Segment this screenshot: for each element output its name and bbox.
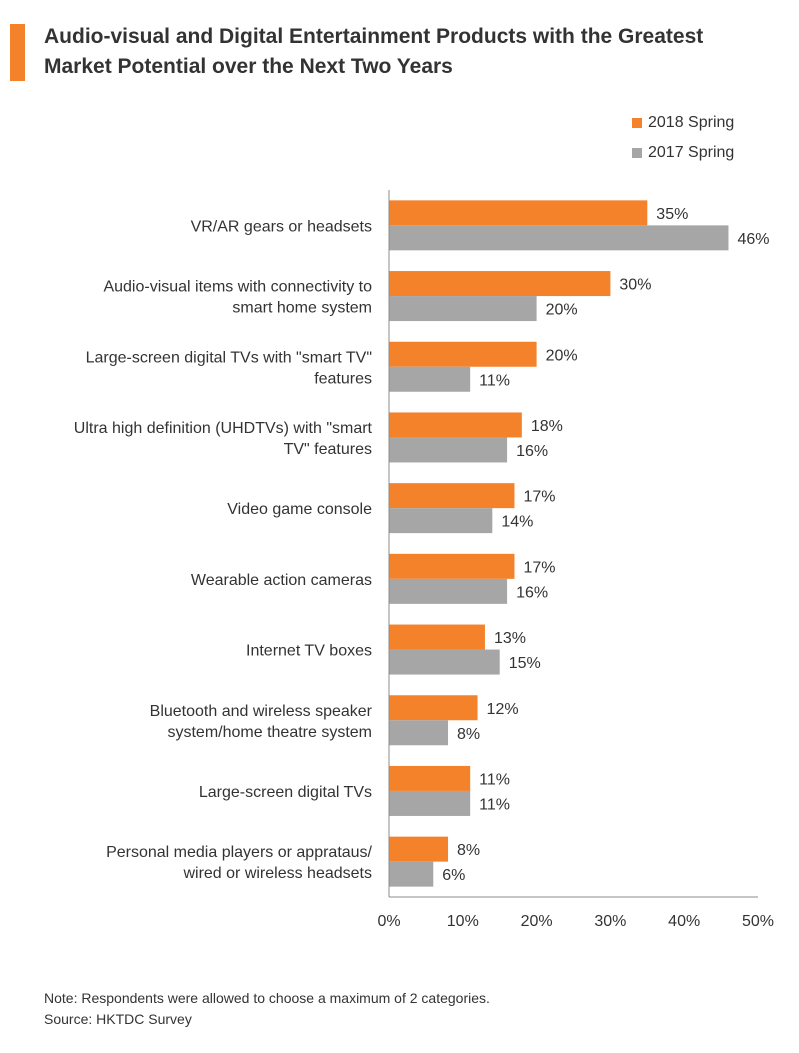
bar-2018-spring (389, 836, 449, 862)
data-label: 11% (479, 796, 510, 813)
category-label: Wearable action cameras (191, 572, 372, 589)
chart-title-line-1: Audio-visual and Digital Entertainment P… (44, 25, 704, 48)
category-label: Personal media players or apprataus/ (106, 844, 372, 861)
bar-2018-spring (389, 624, 485, 650)
data-label: 17% (523, 559, 555, 576)
data-label: 46% (737, 231, 769, 248)
legend-label-2017-spring: 2017 Spring (648, 144, 735, 161)
bar-2017-spring (389, 790, 471, 816)
bar-2018-spring (389, 695, 478, 721)
source-text: Source: HKTDC Survey (44, 1011, 192, 1027)
chart-title: Audio-visual and Digital Entertainment P… (44, 22, 794, 82)
bar-2018-spring (389, 341, 537, 367)
data-label: 13% (494, 630, 526, 647)
chart-footnote: Note: Respondents were allowed to choose… (44, 988, 490, 1030)
category-label: features (314, 370, 372, 387)
category-label: Large-screen digital TVs (199, 784, 372, 801)
bar-2017-spring (389, 296, 537, 322)
x-tick-label: 40% (668, 913, 700, 930)
category-label: Internet TV boxes (246, 643, 372, 660)
chart-legend: 2018 Spring 2017 Spring (632, 108, 734, 168)
x-tick-label: 50% (742, 913, 774, 930)
bar-2018-spring (389, 200, 648, 226)
bar-2017-spring (389, 578, 508, 604)
x-tick-label: 30% (594, 913, 626, 930)
data-label: 35% (656, 206, 688, 223)
legend-item-2018-spring: 2018 Spring (632, 108, 734, 138)
category-label: Video game console (227, 501, 372, 518)
bar-2018-spring (389, 765, 471, 791)
x-tick-label: 10% (447, 913, 479, 930)
category-label: system/home theatre system (167, 724, 372, 741)
data-label: 14% (501, 514, 533, 531)
category-label: Ultra high definition (UHDTVs) with "sma… (74, 420, 373, 437)
chart-title-line-2: Market Potential over the Next Two Years (44, 55, 453, 78)
data-label: 11% (479, 771, 510, 788)
bar-2018-spring (389, 271, 611, 297)
bar-2018-spring (389, 412, 522, 438)
category-label: wired or wireless headsets (182, 865, 372, 882)
x-tick-label: 0% (377, 913, 400, 930)
data-label: 16% (516, 584, 548, 601)
category-label: Audio-visual items with connectivity to (103, 279, 372, 296)
category-label: Bluetooth and wireless speaker (150, 703, 373, 720)
data-label: 8% (457, 842, 480, 859)
data-label: 30% (619, 277, 651, 294)
data-label: 20% (546, 347, 578, 364)
note-text: Note: Respondents were allowed to choose… (44, 990, 490, 1006)
category-label: VR/AR gears or headsets (191, 218, 372, 235)
data-label: 15% (509, 655, 541, 672)
category-label: smart home system (232, 300, 372, 317)
data-label: 8% (457, 726, 480, 743)
data-label: 17% (523, 489, 555, 506)
bar-2018-spring (389, 483, 515, 509)
data-label: 16% (516, 443, 548, 460)
bar-2017-spring (389, 508, 493, 534)
bar-2017-spring (389, 225, 729, 251)
data-label: 6% (442, 867, 465, 884)
bar-2017-spring (389, 649, 500, 675)
bar-2017-spring (389, 720, 449, 746)
title-accent-bar (10, 24, 25, 81)
bar-2018-spring (389, 553, 515, 579)
legend-swatch-2017-spring (632, 148, 642, 158)
bar-2017-spring (389, 366, 471, 392)
x-tick-label: 20% (521, 913, 553, 930)
bar-2017-spring (389, 861, 434, 887)
data-label: 11% (479, 372, 510, 389)
category-label: TV" features (284, 441, 372, 458)
data-label: 18% (531, 418, 563, 435)
legend-swatch-2018-spring (632, 118, 642, 128)
bar-2017-spring (389, 437, 508, 463)
data-label: 20% (546, 302, 578, 319)
legend-label-2018-spring: 2018 Spring (648, 114, 735, 131)
data-label: 12% (487, 701, 519, 718)
legend-item-2017-spring: 2017 Spring (632, 138, 734, 168)
category-label: Large-screen digital TVs with "smart TV" (86, 349, 372, 366)
